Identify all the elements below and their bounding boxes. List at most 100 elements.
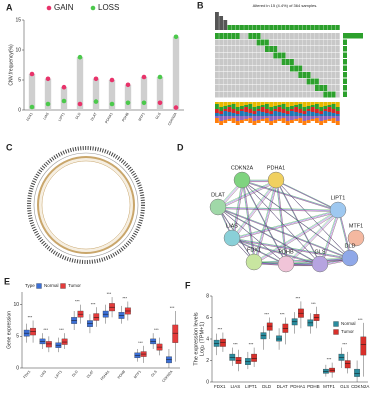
oncoplot-cell (256, 85, 261, 91)
oncoplot-titv (281, 109, 286, 113)
y-tick-label: 4 (206, 336, 209, 342)
oncoplot-cell (273, 91, 278, 98)
oncoplot-cell (269, 85, 274, 91)
oncoplot-cell (290, 39, 294, 46)
oncoplot-titv (244, 102, 249, 105)
dot (93, 76, 99, 82)
y-axis-label: The expression levels (193, 312, 199, 365)
oncoplot-cell (256, 46, 261, 52)
oncoplot-cell (260, 59, 265, 65)
significance: *** (280, 312, 285, 317)
oncoplot-cell (223, 39, 228, 46)
network-edge (243, 181, 256, 264)
oncoplot-titv (231, 104, 236, 109)
oncoplot-cell (319, 39, 324, 46)
oncoplot-cell (231, 33, 236, 39)
oncoplot-cell (235, 39, 240, 46)
oncoplot-titv (281, 104, 286, 109)
x-tick-label: DLD (75, 112, 82, 120)
oncoplot-titv (327, 112, 332, 116)
oncoplot-cell (256, 33, 261, 39)
oncoplot-titv (310, 116, 315, 119)
oncoplot-cell (310, 33, 315, 39)
oncoplot-titv (265, 104, 269, 109)
dot (157, 100, 163, 106)
oncoplot-cell (294, 39, 299, 46)
oncoplot-cell (315, 78, 319, 85)
oncoplot-titv (269, 107, 274, 111)
oncoplot-cell (265, 65, 269, 72)
circos-inner (41, 160, 131, 250)
oncoplot-cell (273, 65, 278, 72)
oncoplot-titv (252, 107, 257, 111)
dot (77, 54, 83, 60)
oncoplot-side-bar (343, 46, 347, 52)
oncoplot-cell (290, 46, 294, 52)
x-tick-label: DLD (262, 384, 272, 389)
network-node-label: DLD (344, 243, 355, 249)
oncoplot-titv (327, 107, 332, 112)
dot (45, 76, 51, 82)
y-tick-label: 8 (206, 293, 209, 299)
significance: *** (217, 327, 222, 332)
oncoplot-titv (319, 111, 324, 114)
oncoplot-titv (294, 102, 299, 105)
oncoplot-titv (240, 116, 244, 120)
oncoplot-cell (281, 33, 286, 39)
oncoplot-cell (235, 85, 240, 91)
oncoplot-cell (227, 91, 232, 98)
oncoplot-cell (244, 65, 249, 72)
oncoplot-cell (294, 72, 299, 78)
oncoplot-titv (323, 109, 328, 111)
oncoplot-cell (215, 85, 219, 91)
significance: *** (28, 315, 33, 320)
oncoplot-cell (240, 59, 244, 65)
oncoplot-cell (256, 78, 261, 85)
oncoplot-cell (265, 33, 269, 39)
network-edge (217, 206, 321, 265)
oncoplot-cell (244, 78, 249, 85)
oncoplot-top-bar (223, 20, 228, 30)
y-tick-label: 10 (15, 47, 21, 53)
oncoplot-titv (323, 120, 328, 123)
oncoplot-cell (256, 72, 261, 78)
oncoplot-cell (252, 85, 257, 91)
panel-label: E (4, 276, 10, 286)
oncoplot-top-bar (277, 25, 282, 30)
oncoplot-cell (227, 52, 232, 59)
oncoplot-cell (302, 59, 307, 65)
oncoplot-cell (335, 39, 340, 46)
oncoplot-cell (260, 52, 265, 59)
oncoplot-cell (244, 46, 249, 52)
panel-label: C (6, 142, 13, 152)
oncoplot-cell (319, 72, 324, 78)
network-node (209, 198, 227, 216)
oncoplot-titv (215, 104, 219, 109)
x-tick-label: MTF1 (323, 384, 335, 389)
oncoplot-titv (285, 102, 290, 107)
oncoplot-cell (269, 72, 274, 78)
bar (156, 77, 164, 110)
oncoplot-cell (327, 78, 332, 85)
oncoplot-cell (248, 91, 253, 98)
oncoplot-cell (269, 33, 274, 39)
oncoplot-titv (335, 111, 340, 114)
oncoplot-cell (273, 72, 278, 78)
oncoplot-titv (273, 106, 278, 109)
oncoplot-titv (315, 118, 319, 123)
significance: *** (264, 312, 269, 317)
oncoplot-titv (248, 109, 253, 113)
oncoplot-cell (260, 33, 265, 39)
oncoplot-top-bar (215, 12, 219, 30)
significance: *** (358, 317, 363, 322)
oncoplot-cell (277, 52, 282, 59)
network-edge (241, 179, 339, 211)
oncoplot-titv (219, 107, 224, 111)
x-tick-label: DLAT (86, 369, 95, 379)
oncoplot-cell (310, 72, 315, 78)
dot (93, 99, 99, 104)
oncoplot-cell (298, 85, 303, 91)
oncoplot-title: Altered in 15 (4.4%) of 364 samples. (253, 3, 318, 8)
oncoplot-cell (306, 85, 311, 91)
oncoplot-cell (215, 65, 219, 72)
